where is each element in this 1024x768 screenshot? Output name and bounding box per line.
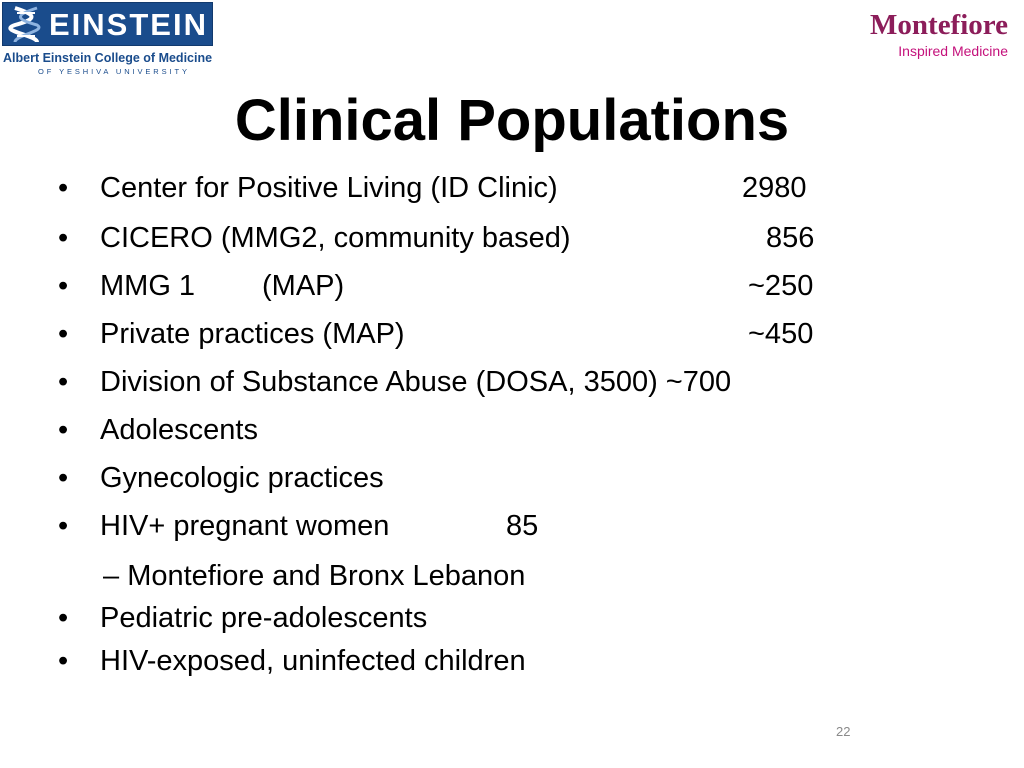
slide-title: Clinical Populations	[234, 88, 790, 153]
dash-icon: –	[103, 560, 120, 592]
einstein-university-name: OF YESHIVA UNIVERSITY	[38, 67, 190, 76]
bullet-text: Private practices (MAP)	[100, 318, 405, 350]
einstein-wordmark: EINSTEIN	[49, 7, 208, 42]
montefiore-wordmark: Montefiore	[870, 9, 1008, 41]
bullet-text: Gynecologic practices	[100, 462, 384, 494]
bullet-icon: •	[58, 318, 69, 350]
bullet-icon: •	[58, 270, 69, 302]
bullet-text: HIV-exposed, uninfected children	[100, 645, 526, 677]
bullet-icon: •	[58, 366, 69, 398]
sub-list-item: – Montefiore and Bronx Lebanon	[103, 559, 525, 593]
bullet-text: HIV+ pregnant women	[100, 510, 390, 542]
sub-item-text: Montefiore and Bronx Lebanon	[127, 560, 526, 592]
bullet-value: ~450	[748, 318, 814, 350]
bullet-icon: •	[58, 645, 69, 677]
bullet-value: 2980	[742, 172, 807, 204]
bullet-text: Division of Substance Abuse (DOSA, 3500)…	[100, 366, 732, 398]
montefiore-tagline: Inspired Medicine	[898, 43, 1008, 59]
einstein-college-name: Albert Einstein College of Medicine	[3, 51, 213, 65]
bullet-text: Center for Positive Living (ID Clinic)	[100, 172, 558, 204]
bullet-value: 85	[506, 510, 539, 542]
bullet-icon: •	[58, 462, 69, 494]
bullet-text: CICERO (MMG2, community based)	[100, 222, 571, 254]
bullet-text: MMG 1	[100, 270, 196, 302]
bullet-icon: •	[58, 222, 69, 254]
bullet-icon: •	[58, 414, 69, 446]
bullet-icon: •	[58, 510, 69, 542]
bullet-text: Pediatric pre-adolescents	[100, 602, 428, 634]
einstein-banner: EINSTEIN	[2, 2, 213, 46]
bullet-value: 856	[766, 222, 815, 254]
bullet-icon: •	[58, 602, 69, 634]
bullet-text: Adolescents	[100, 414, 258, 446]
montefiore-logo: Montefiore Inspired Medicine	[838, 8, 1008, 64]
slide-number: 22	[836, 724, 851, 739]
einstein-logo: EINSTEIN Albert Einstein College of Medi…	[2, 2, 214, 76]
bullet-text-secondary: (MAP)	[262, 270, 345, 302]
bullet-icon: •	[58, 172, 69, 204]
bullet-value: ~250	[748, 270, 814, 302]
dna-helix-icon	[7, 5, 45, 45]
